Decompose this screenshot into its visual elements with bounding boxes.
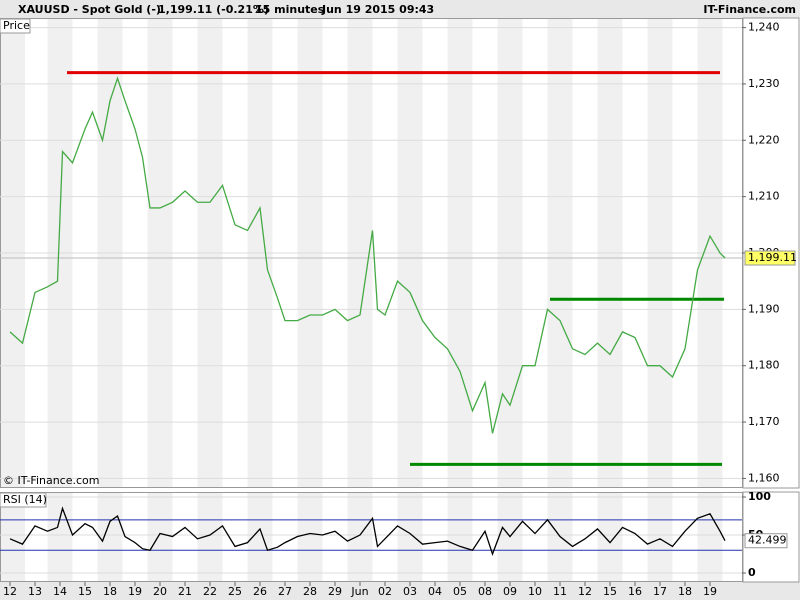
series-line [9,76,726,434]
x-tick-label: 02 [378,585,392,598]
last-value-label: 42.499 [748,534,787,547]
interval: 15 minutes [255,3,325,16]
y-tick-label: 1,220 [748,133,780,146]
x-tick-label: 15 [603,585,617,598]
day-band [647,492,673,582]
x-tick-label: 25 [228,585,242,598]
watermark: © IT-Finance.com [3,474,100,487]
x-tick-label: 10 [528,585,542,598]
day-band [197,492,223,582]
y-tick-label: 1,190 [748,302,780,315]
panel-label: Price [3,19,30,32]
x-tick-label: 12 [3,585,17,598]
panel-label: RSI (14) [3,493,47,506]
day-band [247,492,273,582]
x-tick-label: 17 [653,585,667,598]
x-axis-bar [0,582,800,600]
x-tick-label: 09 [503,585,517,598]
x-tick-label: 19 [128,585,142,598]
x-tick-label: 12 [578,585,592,598]
last-price-label: 1,199.11 [748,251,797,264]
day-band [147,492,173,582]
x-tick-label: 28 [303,585,317,598]
day-band [597,492,623,582]
x-tick-label: 18 [103,585,117,598]
y-tick-label: 1,170 [748,415,780,428]
symbol: XAUUSD - Spot Gold (-) [18,3,161,16]
y-tick-label: 1,230 [748,77,780,90]
y-tick-label: 0 [748,566,756,579]
last-price-box [744,250,796,266]
x-tick-label: 13 [28,585,42,598]
day-band [47,492,73,582]
y-tick-label: 1,240 [748,21,780,34]
x-tick-label: 27 [278,585,292,598]
x-tick-label: 18 [678,585,692,598]
x-tick-label: 03 [403,585,417,598]
y-tick-label: 1,180 [748,359,780,372]
x-tick-label: 19 [703,585,717,598]
y-tick-label: 100 [748,490,771,503]
day-band [347,492,373,582]
x-tick-label: 15 [78,585,92,598]
x-tick-label: 22 [203,585,217,598]
day-band [697,492,723,582]
y-tick-label: 1,160 [748,471,780,484]
series-line [9,506,726,556]
x-tick-label: 16 [628,585,642,598]
x-tick-label: 26 [253,585,267,598]
y-tick-label: 1,210 [748,190,780,203]
x-tick-label: 20 [153,585,167,598]
x-tick-label: 21 [178,585,192,598]
day-band [297,492,323,582]
last-value-box [744,533,788,549]
x-tick-label: 08 [478,585,492,598]
day-band [397,492,423,582]
x-tick-label: Jun [350,585,368,598]
day-band [97,492,123,582]
x-tick-label: 29 [328,585,342,598]
panel-label-box [0,492,47,508]
x-tick-label: 05 [453,585,467,598]
x-tick-label: 04 [428,585,442,598]
panel-label-box [0,18,31,34]
timestamp: Jun 19 2015 09:43 [321,3,434,16]
brand: IT-Finance.com [703,3,796,16]
x-tick-label: 14 [53,585,67,598]
quote: 1,199.11 (-0.21%) [158,3,269,16]
day-band [447,492,473,582]
x-tick-label: 11 [553,585,567,598]
header-bar [0,0,800,18]
